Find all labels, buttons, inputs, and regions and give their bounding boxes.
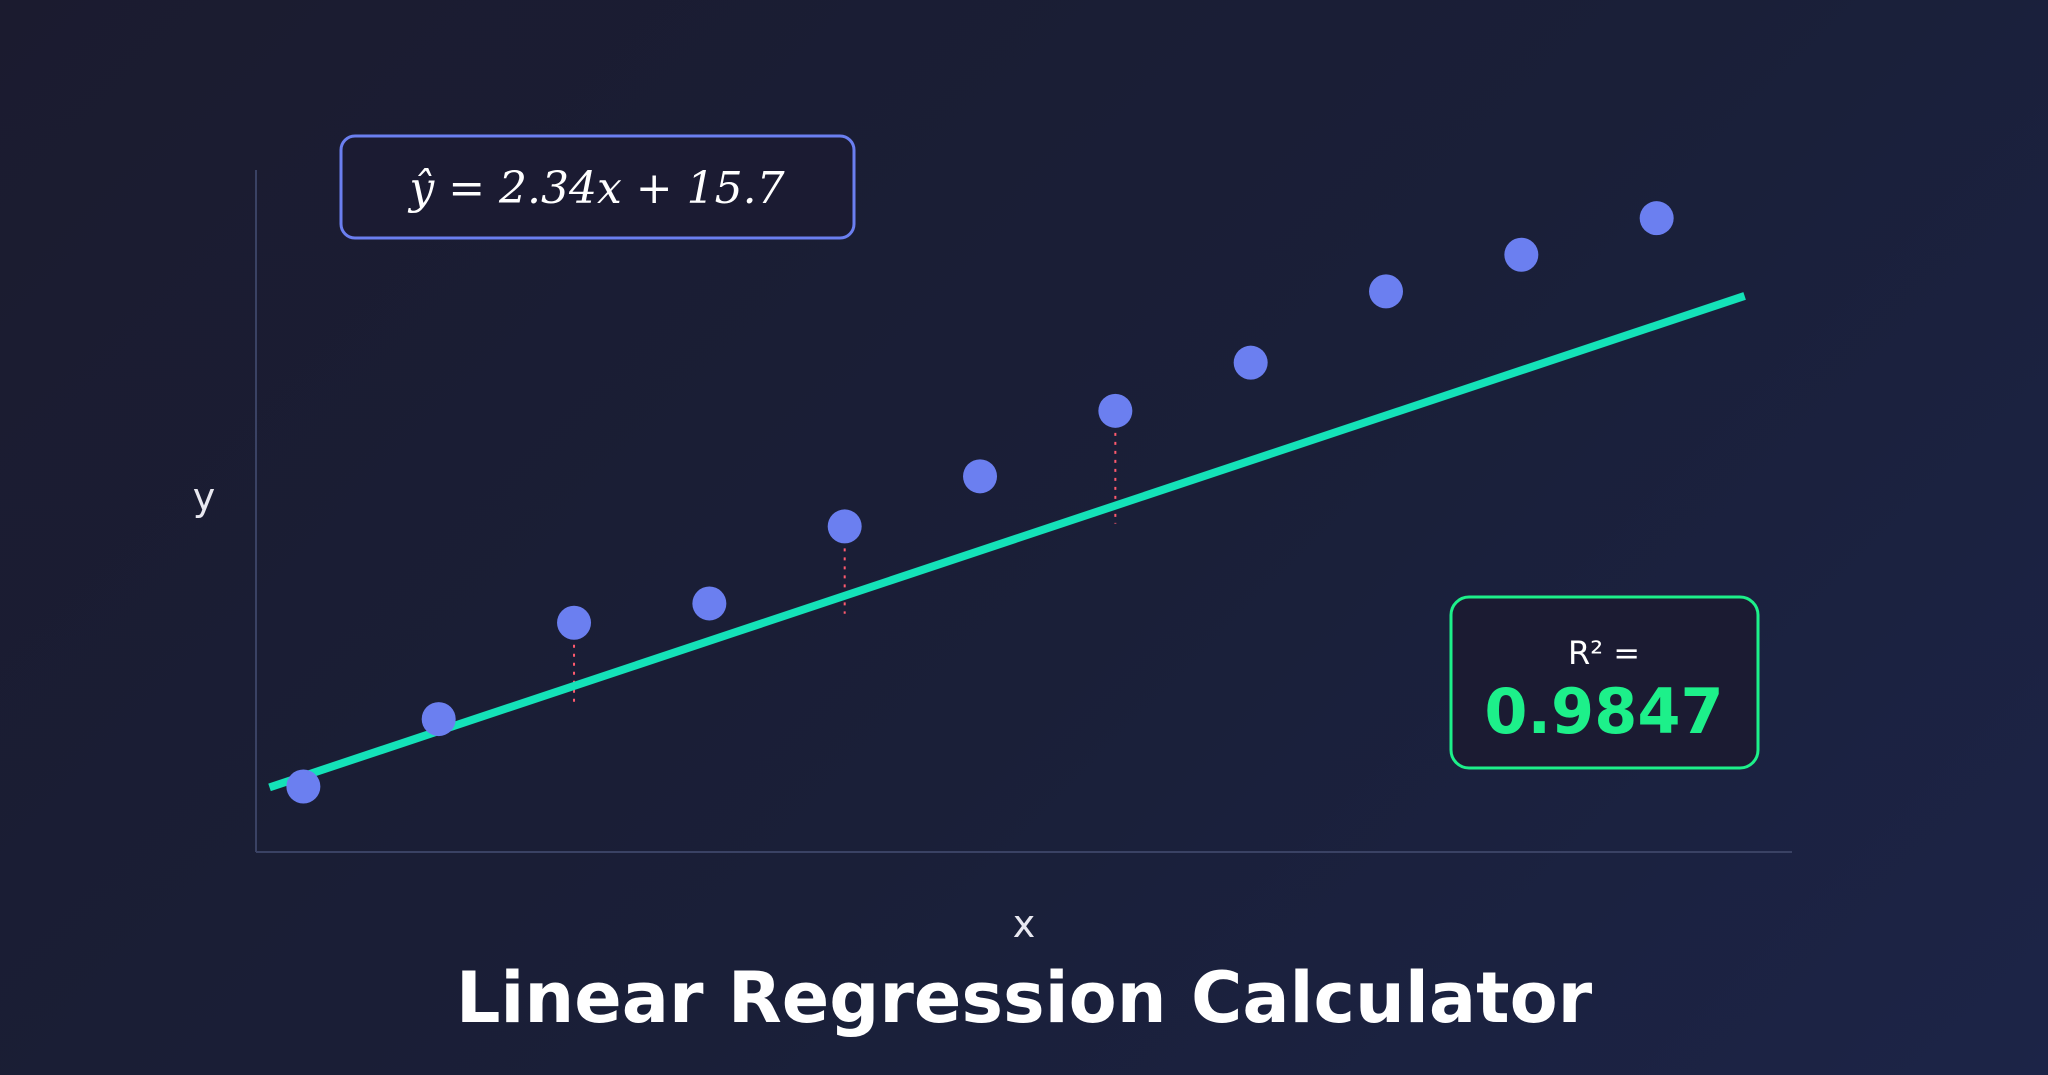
chart-title: Linear Regression Calculator	[456, 957, 1593, 1039]
data-point	[692, 586, 727, 621]
regression-line-group	[268, 292, 1746, 792]
regression-line	[268, 292, 1746, 792]
data-points	[286, 201, 1674, 804]
x-axis-label: x	[1013, 902, 1036, 946]
data-point	[1369, 274, 1404, 309]
data-point	[1233, 345, 1268, 380]
data-point	[963, 459, 998, 494]
data-point	[827, 509, 862, 544]
data-point	[1504, 237, 1539, 272]
r-squared-value: 0.9847	[1484, 675, 1723, 748]
data-point	[1098, 393, 1133, 428]
r-squared-box: R² = 0.9847	[1449, 595, 1760, 770]
data-point	[286, 769, 321, 804]
r-squared-label: R² =	[1568, 634, 1640, 672]
data-point	[421, 702, 456, 737]
regression-equation: ŷ = 2.34x + 15.7	[407, 163, 784, 214]
equation-box: ŷ = 2.34x + 15.7	[339, 134, 856, 240]
data-point	[557, 605, 592, 640]
data-point	[1639, 201, 1674, 236]
y-axis-label: y	[193, 475, 216, 519]
